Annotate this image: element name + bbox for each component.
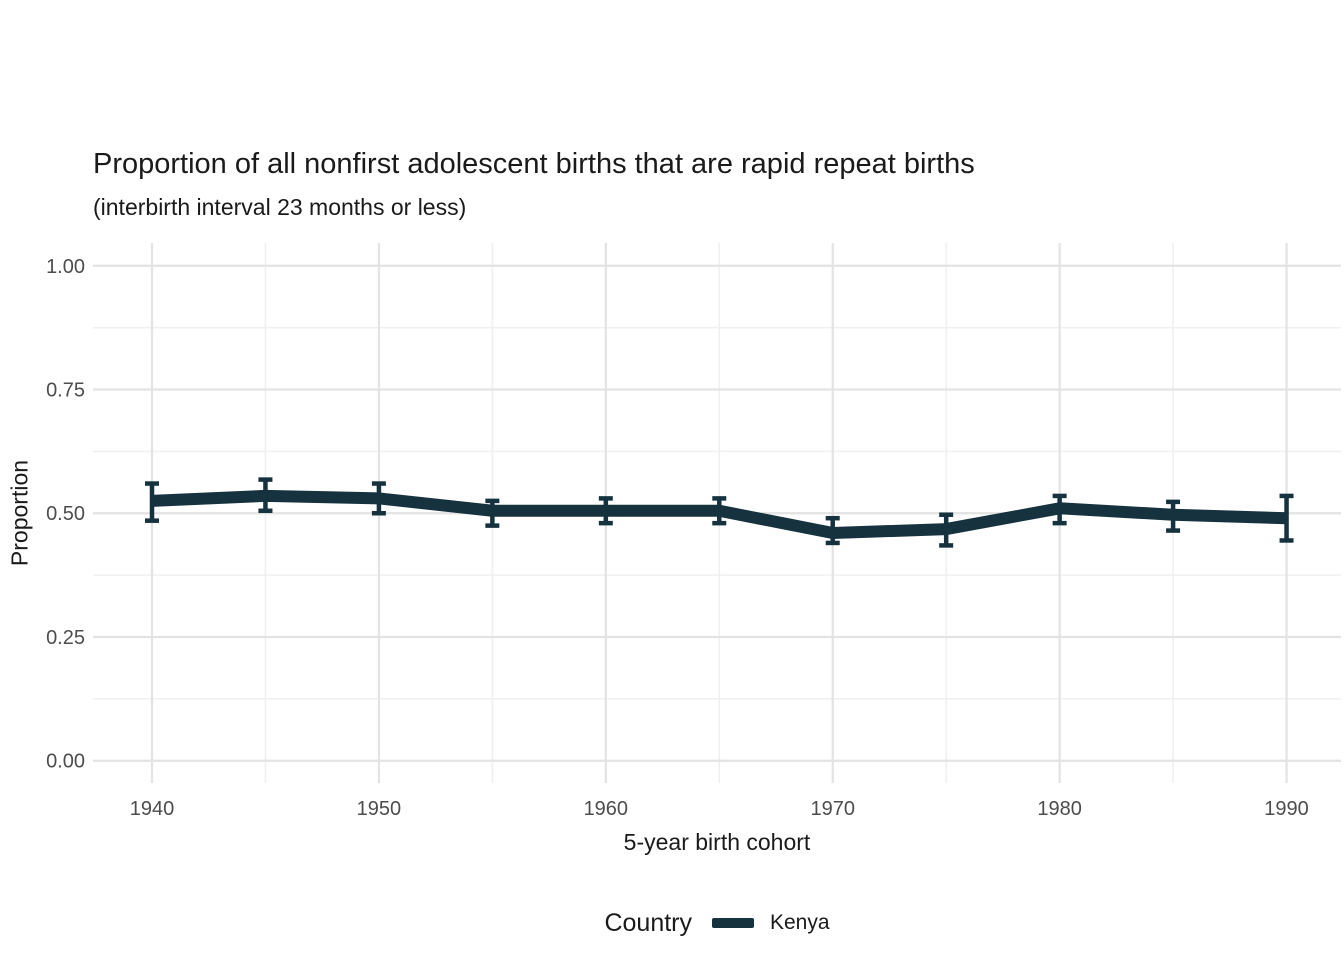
chart-title: Proportion of all nonfirst adolescent bi… xyxy=(93,148,975,180)
x-axis-title: 5-year birth cohort xyxy=(623,829,811,855)
y-axis-title: Proportion xyxy=(6,459,33,567)
y-tick-label: 0.75 xyxy=(46,380,85,402)
x-tick-label: 1940 xyxy=(130,798,175,820)
legend-label-kenya: Kenya xyxy=(770,911,830,934)
y-tick-label: 0.50 xyxy=(46,503,85,525)
x-tick-label: 1950 xyxy=(357,798,402,820)
x-tick-label: 1970 xyxy=(810,798,855,820)
legend-title: Country xyxy=(604,908,692,937)
y-tick-label: 1.00 xyxy=(46,256,85,278)
legend: Country Kenya xyxy=(93,903,1341,943)
y-tick-label: 0.25 xyxy=(46,627,85,649)
y-tick-label: 0.00 xyxy=(46,751,85,773)
legend-swatch-line-icon xyxy=(712,918,754,928)
x-tick-label: 1990 xyxy=(1264,798,1309,820)
data-line-kenya xyxy=(151,489,1287,540)
x-tick-label: 1960 xyxy=(584,798,629,820)
chart-subtitle: (interbirth interval 23 months or less) xyxy=(93,194,467,220)
x-tick-label: 1980 xyxy=(1037,798,1082,820)
